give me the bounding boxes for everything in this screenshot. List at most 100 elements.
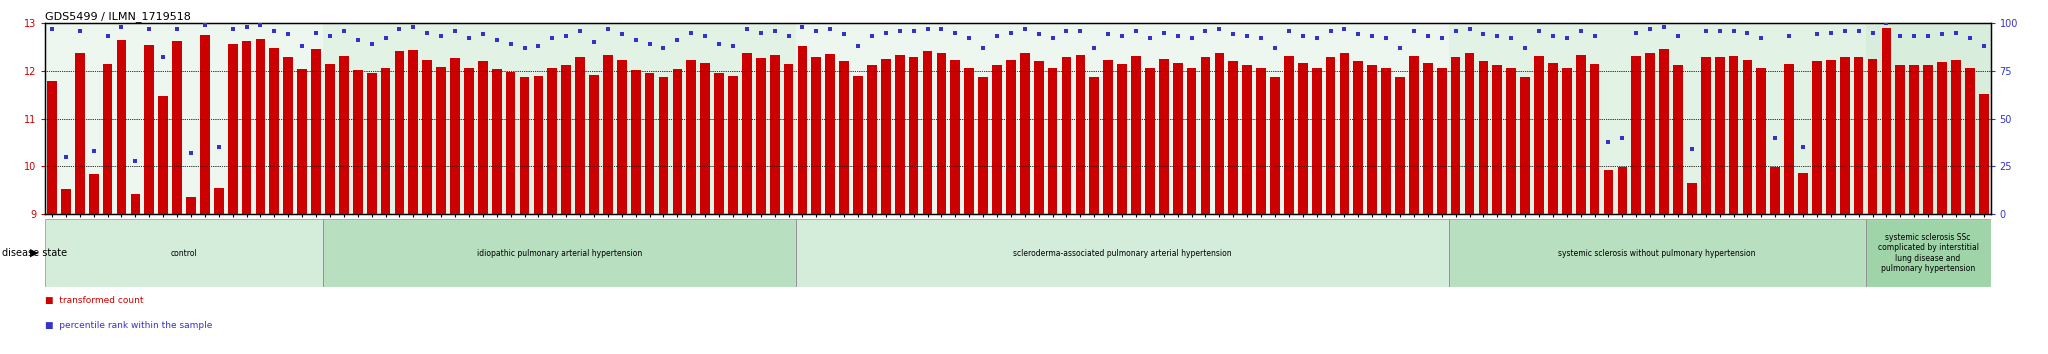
Point xyxy=(662,38,694,43)
Bar xyxy=(45,219,324,287)
Point xyxy=(1454,26,1487,32)
Bar xyxy=(1423,63,1434,214)
Point xyxy=(1161,34,1194,39)
Point xyxy=(1133,35,1165,41)
Point xyxy=(217,26,250,32)
Bar xyxy=(645,73,655,214)
Point xyxy=(508,45,541,51)
Bar xyxy=(172,41,182,214)
Point xyxy=(772,34,805,39)
Bar xyxy=(1604,170,1614,214)
Bar xyxy=(158,96,168,214)
Bar xyxy=(1702,57,1710,214)
Point xyxy=(1954,35,1987,41)
Point xyxy=(203,144,236,150)
Point xyxy=(647,45,680,51)
Bar xyxy=(1812,61,1823,214)
Point xyxy=(1759,135,1792,141)
Point xyxy=(938,30,971,35)
Point xyxy=(369,35,401,41)
Bar xyxy=(1688,183,1696,214)
Bar xyxy=(352,70,362,214)
Point xyxy=(1260,45,1292,51)
Bar xyxy=(1229,61,1239,214)
Point xyxy=(272,32,305,37)
Point xyxy=(578,39,610,45)
Bar xyxy=(631,70,641,214)
Point xyxy=(618,38,651,43)
Point xyxy=(1231,34,1264,39)
Bar xyxy=(408,50,418,214)
Bar xyxy=(477,61,487,214)
Point xyxy=(676,30,709,35)
Bar xyxy=(1769,167,1780,214)
Bar xyxy=(422,60,432,214)
Point xyxy=(606,32,639,37)
Text: GDS5499 / ILMN_1719518: GDS5499 / ILMN_1719518 xyxy=(45,11,190,22)
Point xyxy=(1745,35,1778,41)
Point xyxy=(1815,30,1847,35)
Bar xyxy=(1368,64,1376,214)
Point xyxy=(1716,28,1749,34)
Point xyxy=(1120,28,1153,34)
Bar xyxy=(795,219,1448,287)
Bar xyxy=(1448,219,1866,287)
Bar xyxy=(1784,64,1794,214)
Point xyxy=(1675,146,1708,152)
Point xyxy=(481,38,514,43)
Bar xyxy=(741,53,752,214)
Bar xyxy=(1214,53,1225,214)
Bar xyxy=(45,219,324,287)
Point xyxy=(412,30,444,35)
Bar xyxy=(1507,68,1516,214)
Bar xyxy=(715,73,723,214)
Point xyxy=(813,26,846,32)
Point xyxy=(1466,32,1499,37)
Bar xyxy=(1339,53,1350,214)
Bar xyxy=(395,51,403,214)
Point xyxy=(424,34,457,39)
Bar xyxy=(1714,57,1724,214)
Bar xyxy=(936,53,946,214)
Bar xyxy=(924,51,932,214)
Point xyxy=(870,30,903,35)
Bar xyxy=(1354,61,1364,214)
Text: ■  percentile rank within the sample: ■ percentile rank within the sample xyxy=(45,321,213,330)
Bar xyxy=(602,55,612,214)
Point xyxy=(1384,45,1417,51)
Point xyxy=(313,34,346,39)
Bar xyxy=(1909,64,1919,214)
Point xyxy=(1245,35,1278,41)
Point xyxy=(1341,32,1374,37)
Bar xyxy=(1548,63,1559,214)
Point xyxy=(743,30,776,35)
Point xyxy=(592,26,625,32)
Point xyxy=(438,28,471,34)
Point xyxy=(1397,28,1430,34)
Bar xyxy=(1090,77,1100,214)
Bar xyxy=(1145,68,1155,214)
Bar xyxy=(1729,56,1739,214)
Point xyxy=(1522,28,1554,34)
Point xyxy=(1008,26,1040,32)
Bar xyxy=(1937,62,1948,214)
Bar xyxy=(367,73,377,214)
Point xyxy=(1327,26,1360,32)
Bar xyxy=(795,23,1448,214)
Point xyxy=(1509,45,1542,51)
Point xyxy=(1106,34,1139,39)
Bar xyxy=(1798,173,1808,214)
Point xyxy=(1051,28,1083,34)
Point xyxy=(1843,28,1876,34)
Bar xyxy=(1853,57,1864,214)
Bar xyxy=(324,23,795,214)
Point xyxy=(1800,32,1833,37)
Bar xyxy=(1325,57,1335,214)
Bar xyxy=(1118,64,1126,214)
Bar xyxy=(895,55,905,214)
Bar xyxy=(1104,60,1112,214)
Bar xyxy=(61,189,72,214)
Bar xyxy=(145,45,154,214)
Bar xyxy=(1270,76,1280,214)
Point xyxy=(287,43,319,49)
